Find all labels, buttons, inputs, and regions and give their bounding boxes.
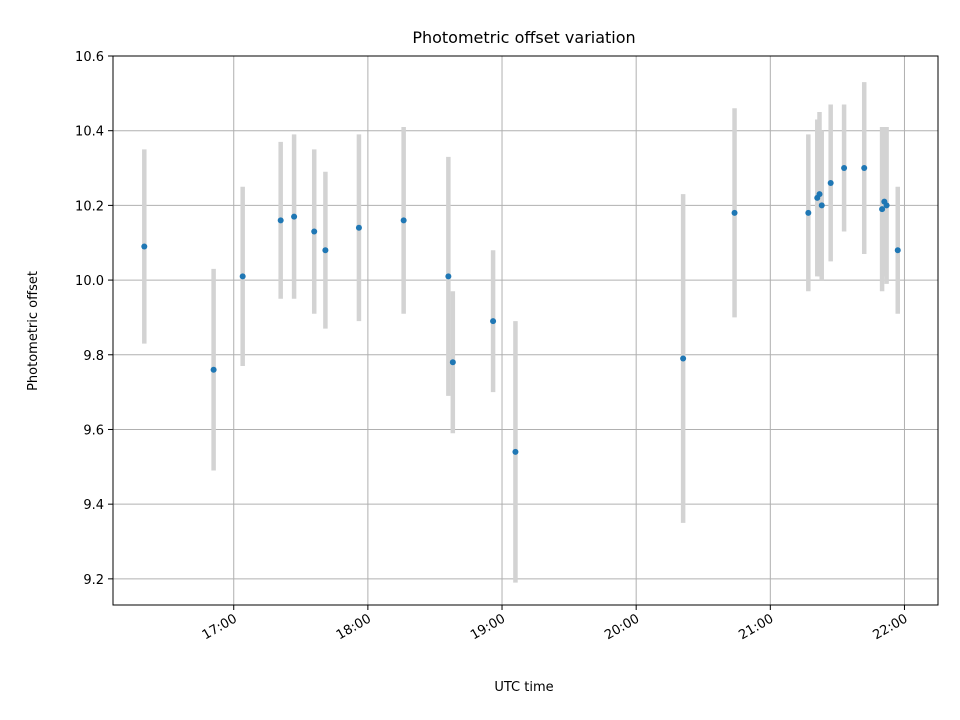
data-point [680,355,687,362]
data-point [239,273,246,280]
data-point [894,247,901,254]
data-point [841,165,848,172]
x-tick-label: 20:00 [602,611,642,643]
x-tick-label: 18:00 [334,611,374,643]
y-tick-label: 10.6 [75,50,104,65]
y-tick-label: 9.2 [83,573,104,588]
data-point [291,213,298,220]
data-point [827,179,834,186]
x-tick-label: 21:00 [736,611,776,643]
error-bars [142,82,901,583]
y-tick-label: 9.4 [83,498,104,513]
data-point [816,191,823,198]
data-point [490,318,497,325]
data-point [445,273,452,280]
data-point [210,366,217,373]
x-axis-label: UTC time [494,680,553,695]
x-tick-label: 19:00 [468,611,508,643]
y-tick-label: 9.6 [83,423,104,438]
data-points [141,165,901,455]
y-tick-label: 10.0 [75,274,104,289]
data-point [883,202,890,209]
y-axis-label: Photometric offset [26,271,41,391]
data-point [311,228,318,235]
data-point [322,247,329,254]
x-tick-label: 22:00 [871,611,911,643]
data-point [861,165,868,172]
data-point [277,217,284,224]
plot-frame [112,55,939,606]
data-point [731,209,738,216]
axis-ticks: 17:00 18:00 19:00 20:00 21:00 22:00 9.2 9.4 9.6 9… [75,50,910,643]
data-point [355,224,362,231]
data-point [879,206,886,213]
data-point [449,359,456,366]
data-point [512,448,519,455]
y-tick-label: 10.2 [75,199,104,214]
y-tick-label: 10.4 [75,125,104,140]
chart-title: Photometric offset variation [412,28,635,47]
x-tick-label: 17:00 [200,611,240,643]
grid [113,55,938,605]
y-tick-label: 9.8 [83,349,104,364]
data-point [400,217,407,224]
data-point [805,209,812,216]
data-point [818,202,825,209]
data-point [141,243,148,250]
